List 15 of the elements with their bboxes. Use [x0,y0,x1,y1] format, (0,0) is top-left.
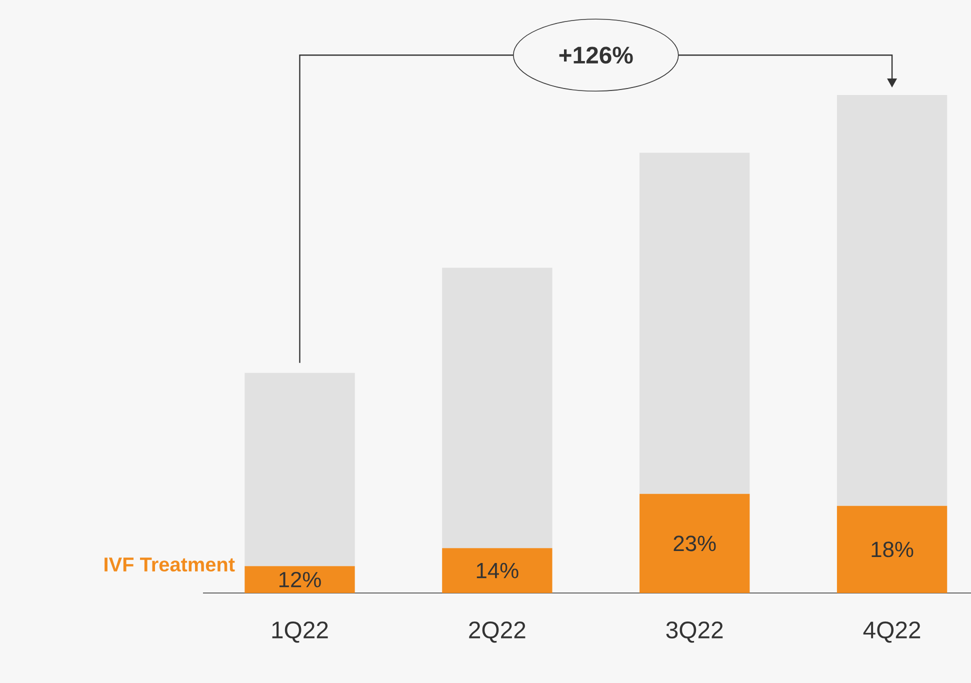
text: +126% [559,46,633,64]
annotation: 12% [279,572,321,588]
x-tick-label: 1Q22 [272,622,328,643]
bar [640,152,750,494]
x-tick-label: 4Q22 [863,622,920,643]
bar [442,268,552,548]
annotation: 14% [476,562,518,578]
annotation: 23% [674,536,716,552]
series-label: IVF Treatment [104,558,235,572]
bar [836,94,948,506]
annotation: 18% [872,542,914,558]
x-tick-label: 3Q22 [666,622,723,643]
bar [640,494,750,593]
bar [244,372,355,566]
x-tick-label: 2Q22 [469,622,526,643]
